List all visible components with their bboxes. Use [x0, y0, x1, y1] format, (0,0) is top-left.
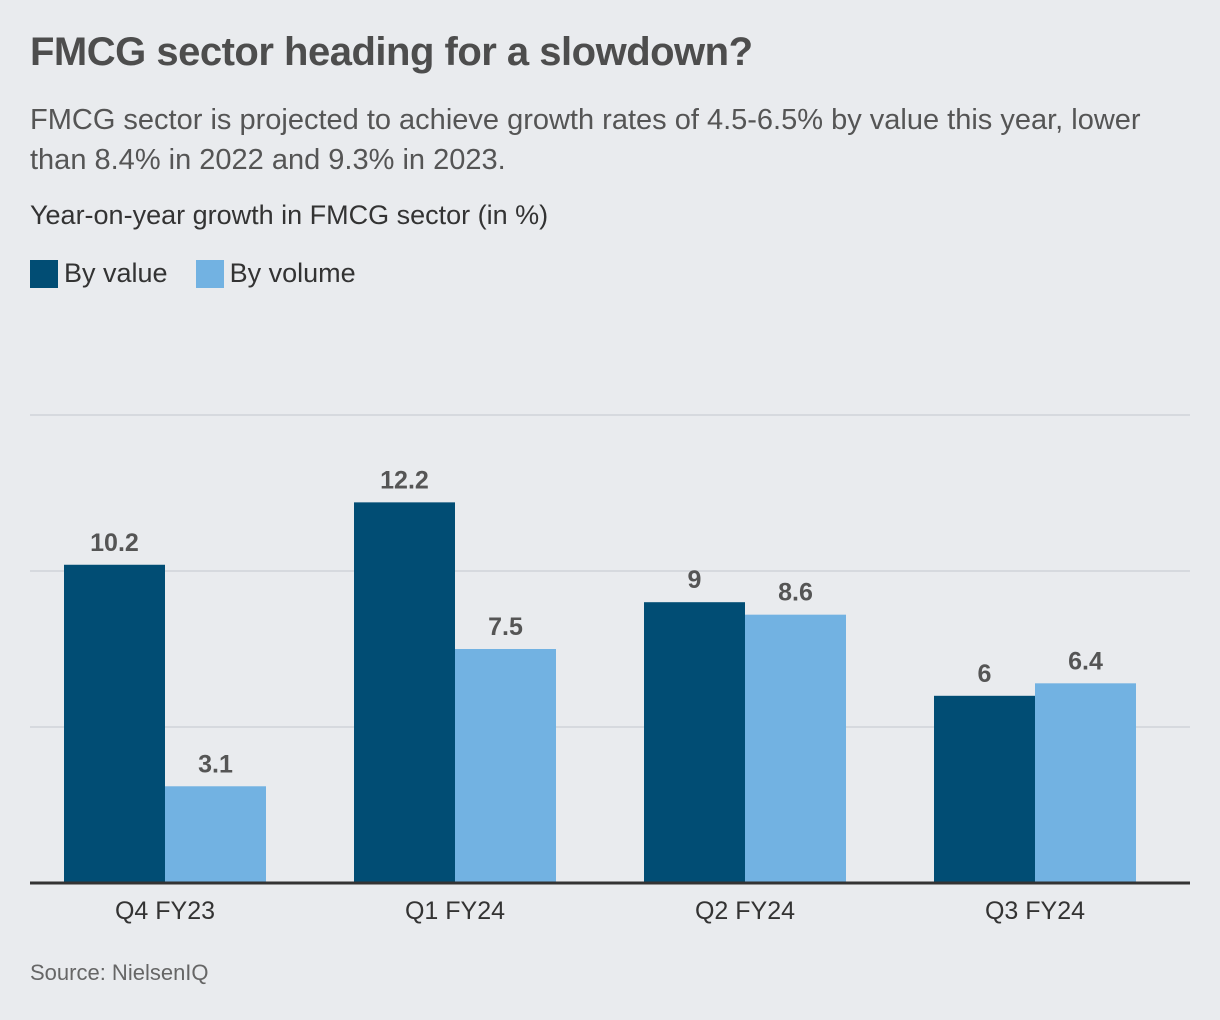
bar	[165, 786, 266, 883]
y-axis-label: Year-on-year growth in FMCG sector (in %…	[30, 200, 549, 230]
legend-label-volume: By volume	[229, 258, 356, 288]
data-label: 3.1	[198, 750, 233, 778]
legend-item-value: By value	[30, 258, 168, 289]
data-label: 6.4	[1068, 647, 1103, 675]
x-tick-label: Q1 FY24	[405, 897, 505, 925]
data-label: 7.5	[488, 613, 523, 641]
data-label: 12.2	[380, 466, 429, 494]
x-tick-label: Q2 FY24	[695, 897, 795, 925]
bar	[934, 695, 1035, 883]
data-label: 6	[978, 660, 992, 688]
x-tick-label: Q4 FY23	[115, 897, 215, 925]
bar	[745, 614, 846, 883]
legend-swatch-volume	[195, 259, 224, 288]
bar	[455, 649, 556, 883]
bar	[64, 564, 165, 883]
source-note: Source: NielsenIQ	[30, 960, 209, 985]
data-label: 9	[688, 566, 702, 594]
chart-title: FMCG sector heading for a slowdown?	[30, 30, 753, 74]
legend-item-volume: By volume	[195, 258, 356, 289]
legend-swatch-value	[30, 259, 58, 288]
bar	[354, 502, 455, 883]
bar	[644, 602, 745, 883]
legend-label-value: By value	[64, 258, 168, 288]
x-tick-label: Q3 FY24	[985, 897, 1085, 925]
chart-subtitle: FMCG sector is projected to achieve grow…	[30, 104, 1141, 176]
data-label: 10.2	[90, 529, 139, 557]
bar	[1035, 683, 1136, 883]
data-label: 8.6	[778, 579, 813, 607]
legend: By value By volume	[30, 258, 384, 289]
